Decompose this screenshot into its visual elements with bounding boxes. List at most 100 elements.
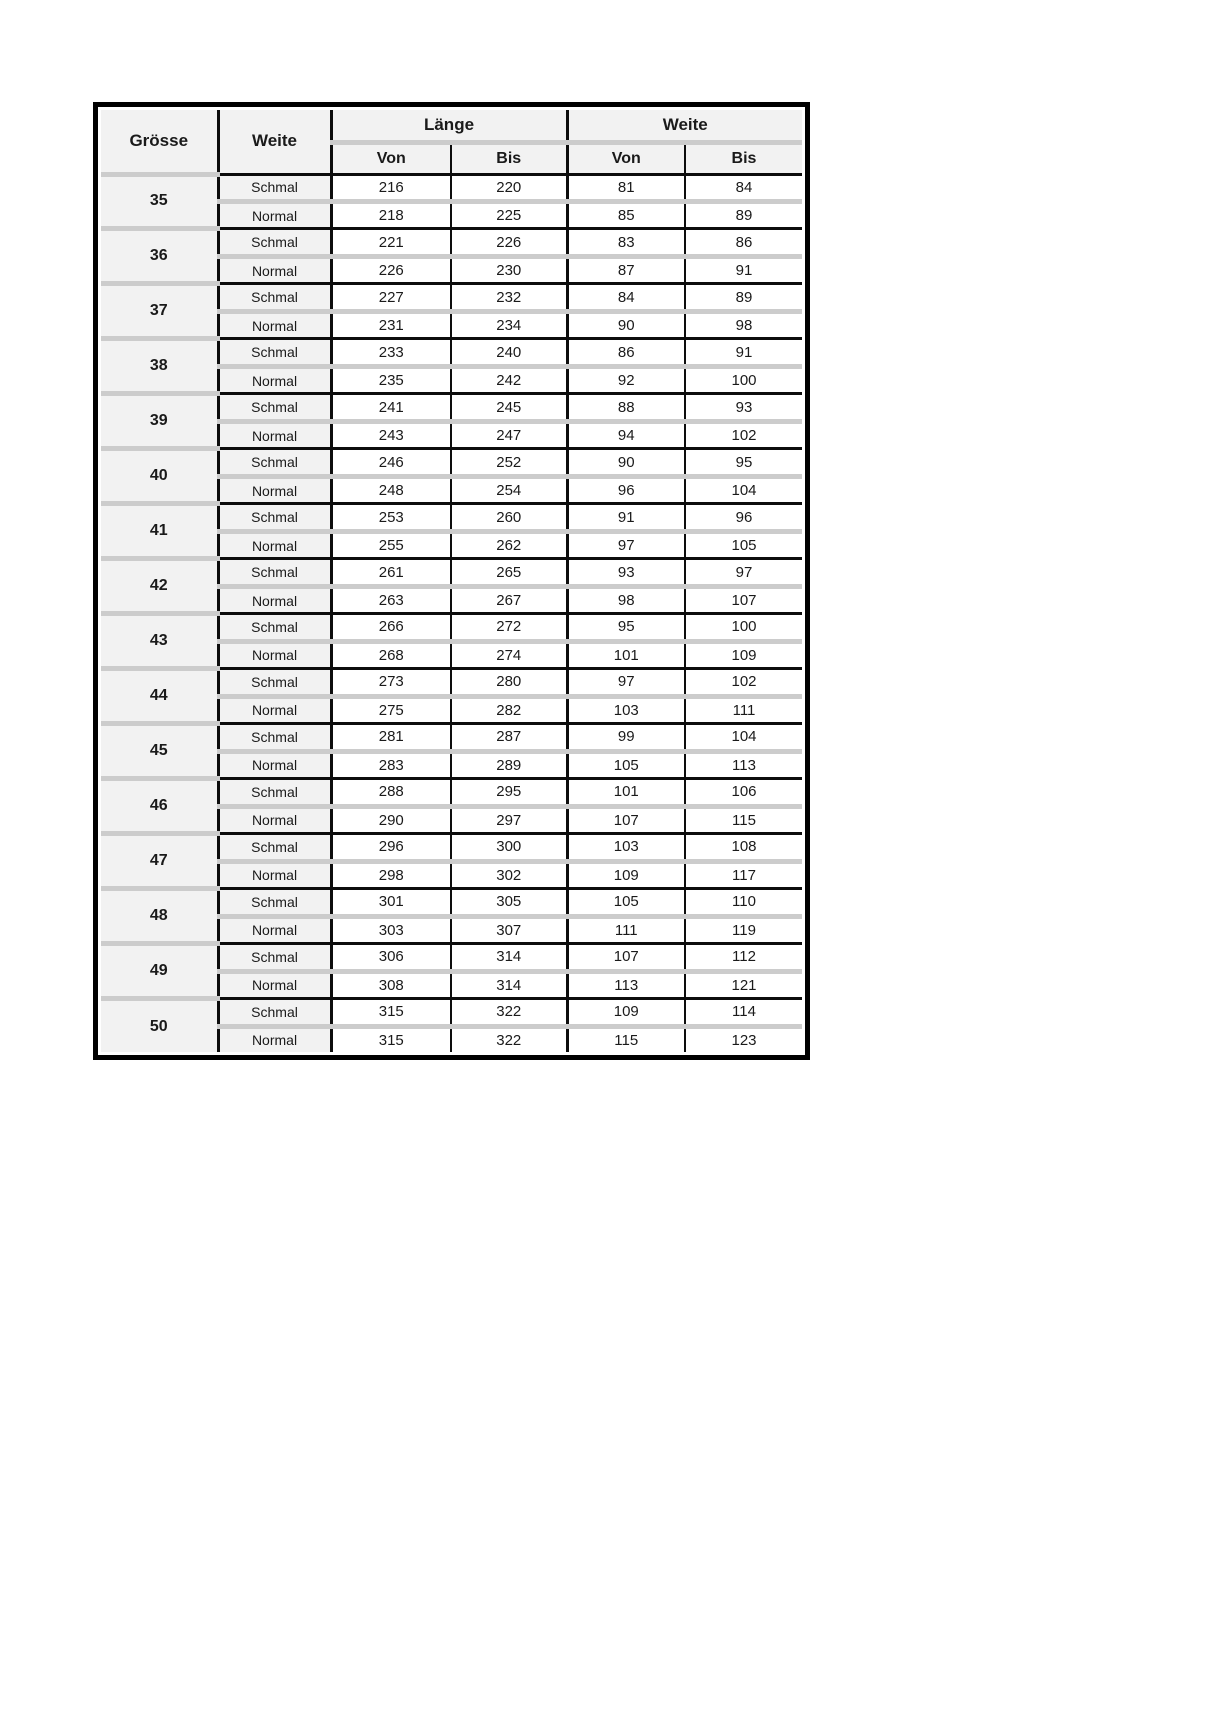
cell-weite-label: Normal — [218, 1026, 333, 1052]
size-row: Normal 315 322 115 123 — [101, 1026, 803, 1052]
cell-weite-von: 107 — [567, 806, 686, 836]
cell-weite-bis: 121 — [685, 971, 803, 1001]
cell-weite-von: 107 — [567, 943, 686, 974]
cell-laenge-von: 248 — [331, 476, 452, 506]
size-row: Normal 263 267 98 107 — [101, 586, 803, 616]
cell-laenge-von: 281 — [331, 723, 452, 754]
cell-groesse: 47 — [101, 833, 220, 892]
cell-weite-bis: 84 — [685, 174, 803, 205]
size-row: Normal 243 247 94 102 — [101, 421, 803, 451]
cell-groesse: 42 — [101, 558, 220, 617]
header-weite: Weite — [218, 110, 333, 176]
cell-laenge-von: 268 — [331, 641, 452, 671]
cell-weite-label: Schmal — [218, 613, 333, 644]
cell-weite-von: 91 — [567, 503, 686, 534]
header-groesse: Grösse — [101, 110, 220, 177]
cell-laenge-bis: 322 — [451, 1026, 569, 1052]
size-row: 47 Schmal 296 300 103 108 — [101, 833, 803, 892]
cell-weite-label: Schmal — [218, 174, 333, 205]
cell-laenge-bis: 272 — [451, 613, 569, 644]
size-row: Normal 283 289 105 113 — [101, 751, 803, 781]
size-row: Normal 218 225 85 89 — [101, 201, 803, 231]
cell-groesse: 50 — [101, 998, 220, 1052]
cell-laenge-von: 315 — [331, 998, 452, 1029]
size-row: 50 Schmal 315 322 109 114 — [101, 998, 803, 1052]
cell-weite-bis: 91 — [685, 338, 803, 369]
cell-weite-label: Normal — [218, 641, 333, 671]
cell-laenge-von: 288 — [331, 778, 452, 809]
cell-laenge-von: 298 — [331, 861, 452, 891]
size-row: Normal 268 274 101 109 — [101, 641, 803, 671]
cell-weite-von: 113 — [567, 971, 686, 1001]
cell-weite-bis: 112 — [685, 943, 803, 974]
cell-groesse: 44 — [101, 668, 220, 727]
cell-weite-label: Normal — [218, 806, 333, 836]
size-row: Normal 290 297 107 115 — [101, 806, 803, 836]
cell-weite-bis: 100 — [685, 366, 803, 396]
cell-weite-von: 86 — [567, 338, 686, 369]
size-row: Normal 275 282 103 111 — [101, 696, 803, 726]
cell-weite-label: Schmal — [218, 723, 333, 754]
cell-weite-von: 95 — [567, 613, 686, 644]
cell-weite-label: Schmal — [218, 283, 333, 314]
size-row: Normal 303 307 111 119 — [101, 916, 803, 946]
cell-weite-von: 103 — [567, 833, 686, 864]
cell-laenge-von: 246 — [331, 448, 452, 479]
cell-weite-von: 96 — [567, 476, 686, 506]
cell-laenge-bis: 280 — [451, 668, 569, 699]
size-row: 48 Schmal 301 305 105 110 — [101, 888, 803, 947]
header-weite-von: Von — [567, 142, 686, 176]
header-laenge-group: Länge — [331, 110, 569, 145]
cell-weite-label: Schmal — [218, 558, 333, 589]
cell-groesse: 45 — [101, 723, 220, 782]
cell-weite-bis: 102 — [685, 668, 803, 699]
cell-weite-von: 101 — [567, 778, 686, 809]
cell-weite-label: Schmal — [218, 393, 333, 424]
cell-groesse: 49 — [101, 943, 220, 1002]
size-row: 46 Schmal 288 295 101 106 — [101, 778, 803, 837]
cell-groesse: 48 — [101, 888, 220, 947]
cell-weite-label: Normal — [218, 421, 333, 451]
size-row: 38 Schmal 233 240 86 91 — [101, 338, 803, 397]
cell-weite-von: 93 — [567, 558, 686, 589]
cell-laenge-bis: 262 — [451, 531, 569, 561]
cell-weite-von: 101 — [567, 641, 686, 671]
cell-weite-bis: 96 — [685, 503, 803, 534]
cell-weite-label: Normal — [218, 696, 333, 726]
cell-laenge-von: 235 — [331, 366, 452, 396]
cell-weite-bis: 93 — [685, 393, 803, 424]
cell-laenge-von: 306 — [331, 943, 452, 974]
cell-weite-label: Schmal — [218, 943, 333, 974]
cell-laenge-von: 227 — [331, 283, 452, 314]
cell-laenge-von: 296 — [331, 833, 452, 864]
size-row: 42 Schmal 261 265 93 97 — [101, 558, 803, 617]
cell-laenge-von: 233 — [331, 338, 452, 369]
header-laenge-von: Von — [331, 142, 452, 176]
cell-laenge-von: 283 — [331, 751, 452, 781]
size-row: Normal 255 262 97 105 — [101, 531, 803, 561]
cell-laenge-von: 301 — [331, 888, 452, 919]
size-row: Normal 308 314 113 121 — [101, 971, 803, 1001]
size-row: Normal 226 230 87 91 — [101, 256, 803, 286]
cell-weite-bis: 106 — [685, 778, 803, 809]
cell-laenge-von: 241 — [331, 393, 452, 424]
cell-weite-von: 97 — [567, 668, 686, 699]
cell-laenge-bis: 267 — [451, 586, 569, 616]
cell-weite-bis: 115 — [685, 806, 803, 836]
cell-weite-label: Normal — [218, 201, 333, 231]
cell-laenge-bis: 289 — [451, 751, 569, 781]
cell-weite-bis: 119 — [685, 916, 803, 946]
cell-weite-label: Normal — [218, 311, 333, 341]
cell-laenge-von: 243 — [331, 421, 452, 451]
size-row: 49 Schmal 306 314 107 112 — [101, 943, 803, 1002]
cell-weite-label: Normal — [218, 861, 333, 891]
cell-weite-label: Normal — [218, 531, 333, 561]
size-row: 43 Schmal 266 272 95 100 — [101, 613, 803, 672]
cell-weite-von: 109 — [567, 861, 686, 891]
cell-weite-bis: 104 — [685, 723, 803, 754]
header-laenge-bis: Bis — [451, 142, 569, 176]
cell-weite-label: Normal — [218, 366, 333, 396]
cell-weite-bis: 107 — [685, 586, 803, 616]
cell-weite-bis: 97 — [685, 558, 803, 589]
